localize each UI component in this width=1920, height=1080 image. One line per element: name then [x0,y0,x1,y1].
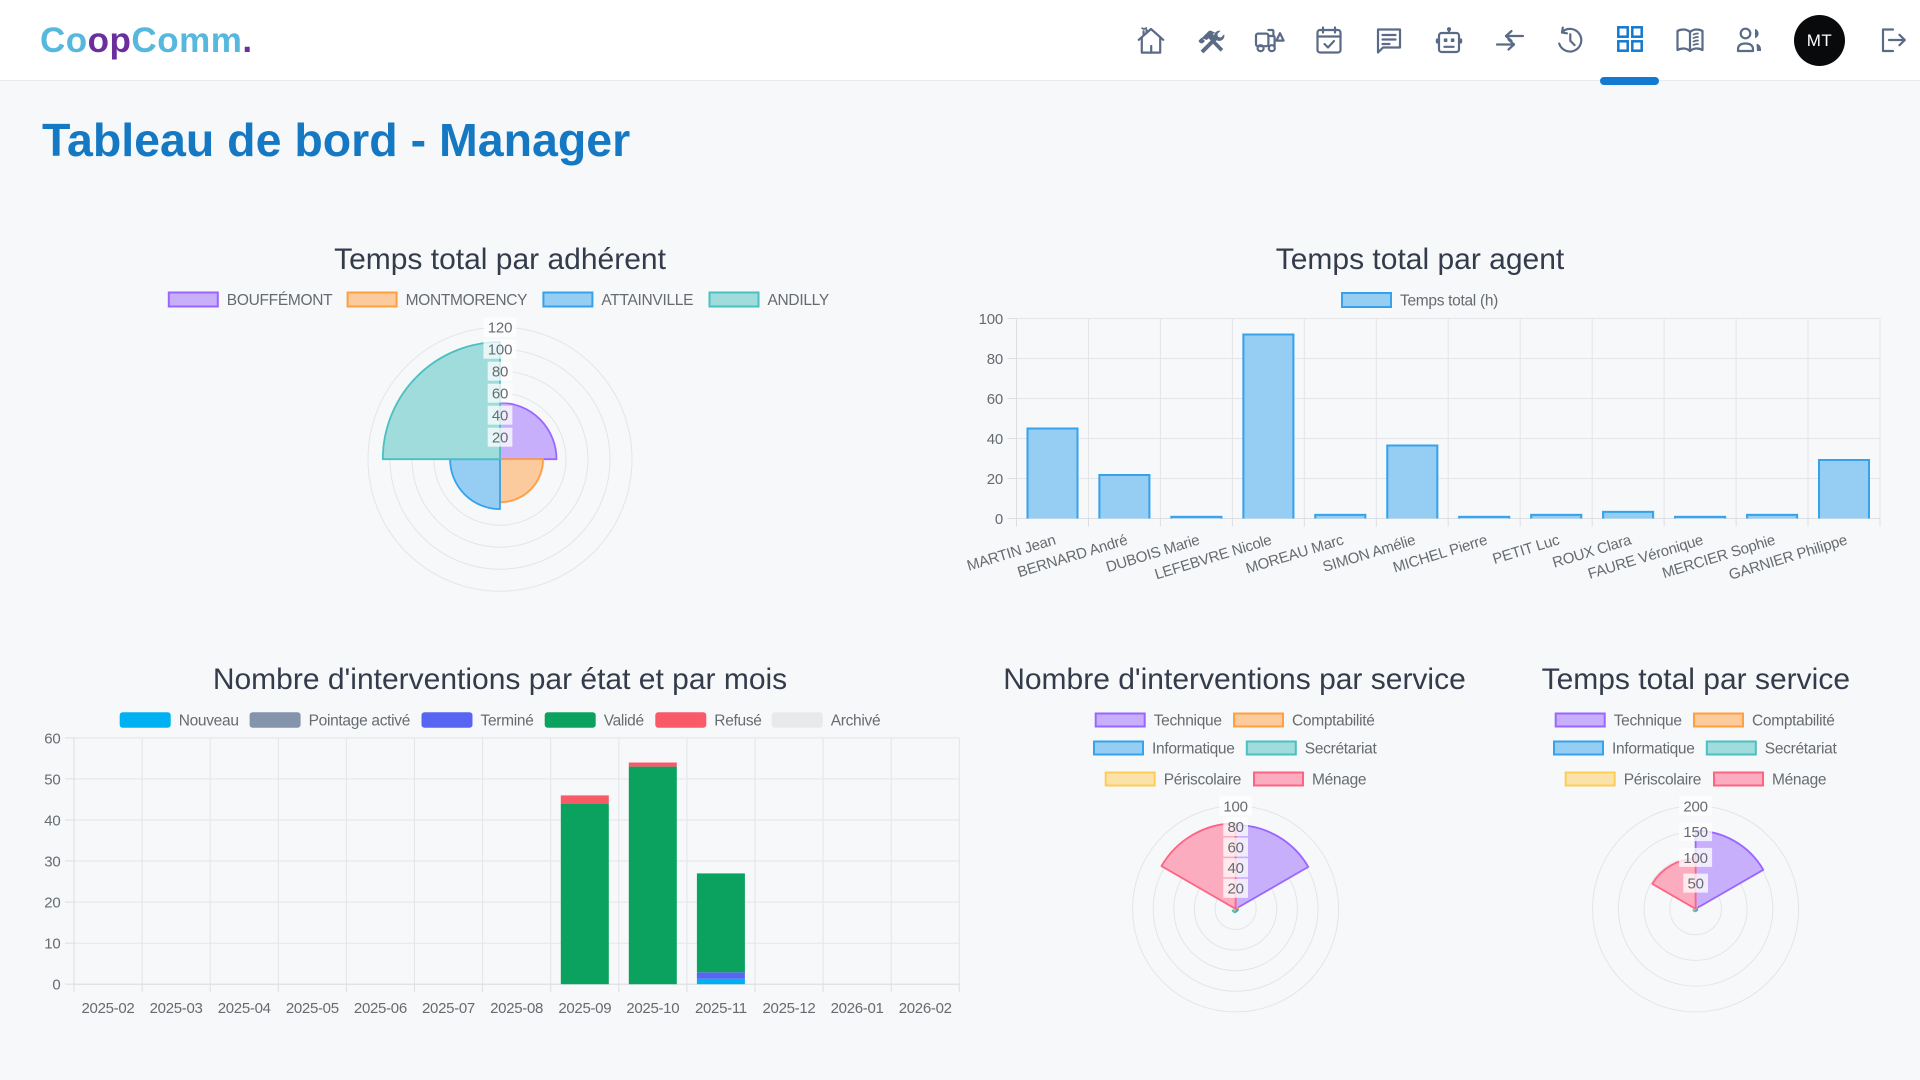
svg-text:20: 20 [1227,881,1243,898]
svg-text:2025-10: 2025-10 [626,1000,679,1017]
svg-text:Périscolaire: Périscolaire [1624,772,1701,789]
svg-text:Nouveau: Nouveau [179,713,239,730]
svg-text:100: 100 [979,311,1003,328]
svg-text:Technique: Technique [1614,713,1682,730]
svg-text:Secrétariat: Secrétariat [1305,741,1378,758]
svg-text:0: 0 [995,511,1003,528]
svg-text:200: 200 [1683,798,1707,815]
svg-text:Archivé: Archivé [831,713,881,730]
svg-text:Terminé: Terminé [481,713,534,730]
svg-text:Comptabilité: Comptabilité [1292,713,1375,730]
svg-text:2025-07: 2025-07 [422,1000,475,1017]
svg-text:60: 60 [987,391,1003,408]
svg-text:2025-05: 2025-05 [286,1000,339,1017]
svg-text:40: 40 [1227,860,1243,877]
svg-text:150: 150 [1683,824,1707,841]
svg-text:80: 80 [987,351,1003,368]
svg-text:40: 40 [492,408,508,425]
svg-text:80: 80 [492,364,508,381]
svg-text:BOUFFÉMONT: BOUFFÉMONT [227,292,333,309]
svg-text:ANDILLY: ANDILLY [768,292,829,309]
svg-text:Technique: Technique [1154,713,1222,730]
svg-text:100: 100 [1223,798,1247,815]
svg-text:20: 20 [492,430,508,447]
svg-text:2026-02: 2026-02 [899,1000,952,1017]
svg-text:40: 40 [987,431,1003,448]
svg-text:Comptabilité: Comptabilité [1752,713,1835,730]
svg-text:2025-09: 2025-09 [558,1000,611,1017]
svg-text:Temps total par agent: Temps total par agent [1276,243,1565,276]
svg-text:2025-06: 2025-06 [354,1000,407,1017]
svg-text:Ménage: Ménage [1312,772,1366,789]
svg-text:PETIT Luc: PETIT Luc [1491,531,1562,568]
svg-text:100: 100 [488,342,512,359]
svg-text:2026-01: 2026-01 [831,1000,884,1017]
svg-text:80: 80 [1227,819,1243,836]
svg-text:2025-02: 2025-02 [82,1000,135,1017]
svg-text:60: 60 [44,730,60,747]
svg-text:20: 20 [987,471,1003,488]
svg-text:Temps total par adhérent: Temps total par adhérent [334,243,667,276]
svg-text:Refusé: Refusé [714,713,761,730]
svg-text:Secrétariat: Secrétariat [1765,741,1838,758]
svg-text:MONTMORENCY: MONTMORENCY [406,292,528,309]
svg-text:50: 50 [1687,876,1703,893]
svg-text:Nombre d'interventions par ser: Nombre d'interventions par service [1003,663,1466,696]
svg-text:Ménage: Ménage [1772,772,1826,789]
svg-text:100: 100 [1683,850,1707,867]
svg-text:2025-04: 2025-04 [218,1000,271,1017]
svg-text:Validé: Validé [604,713,644,730]
svg-text:Nombre d'interventions par éta: Nombre d'interventions par état et par m… [213,663,787,696]
svg-text:20: 20 [44,895,60,912]
svg-text:2025-11: 2025-11 [695,1000,747,1017]
svg-text:Temps total par service: Temps total par service [1542,663,1850,696]
svg-text:0: 0 [52,977,60,994]
svg-text:60: 60 [1227,840,1243,857]
svg-text:40: 40 [44,813,60,830]
svg-text:10: 10 [44,936,60,953]
svg-text:Informatique: Informatique [1152,741,1235,758]
svg-text:2025-12: 2025-12 [763,1000,816,1017]
svg-text:30: 30 [44,854,60,871]
svg-text:Pointage activé: Pointage activé [309,713,411,730]
svg-text:60: 60 [492,386,508,403]
svg-text:Temps total (h): Temps total (h) [1400,293,1498,310]
svg-text:ATTAINVILLE: ATTAINVILLE [601,292,693,309]
svg-text:Périscolaire: Périscolaire [1164,772,1241,789]
svg-text:50: 50 [44,771,60,788]
svg-text:2025-03: 2025-03 [150,1000,203,1017]
svg-text:2025-08: 2025-08 [490,1000,543,1017]
svg-text:Informatique: Informatique [1612,741,1695,758]
svg-text:120: 120 [488,320,512,337]
